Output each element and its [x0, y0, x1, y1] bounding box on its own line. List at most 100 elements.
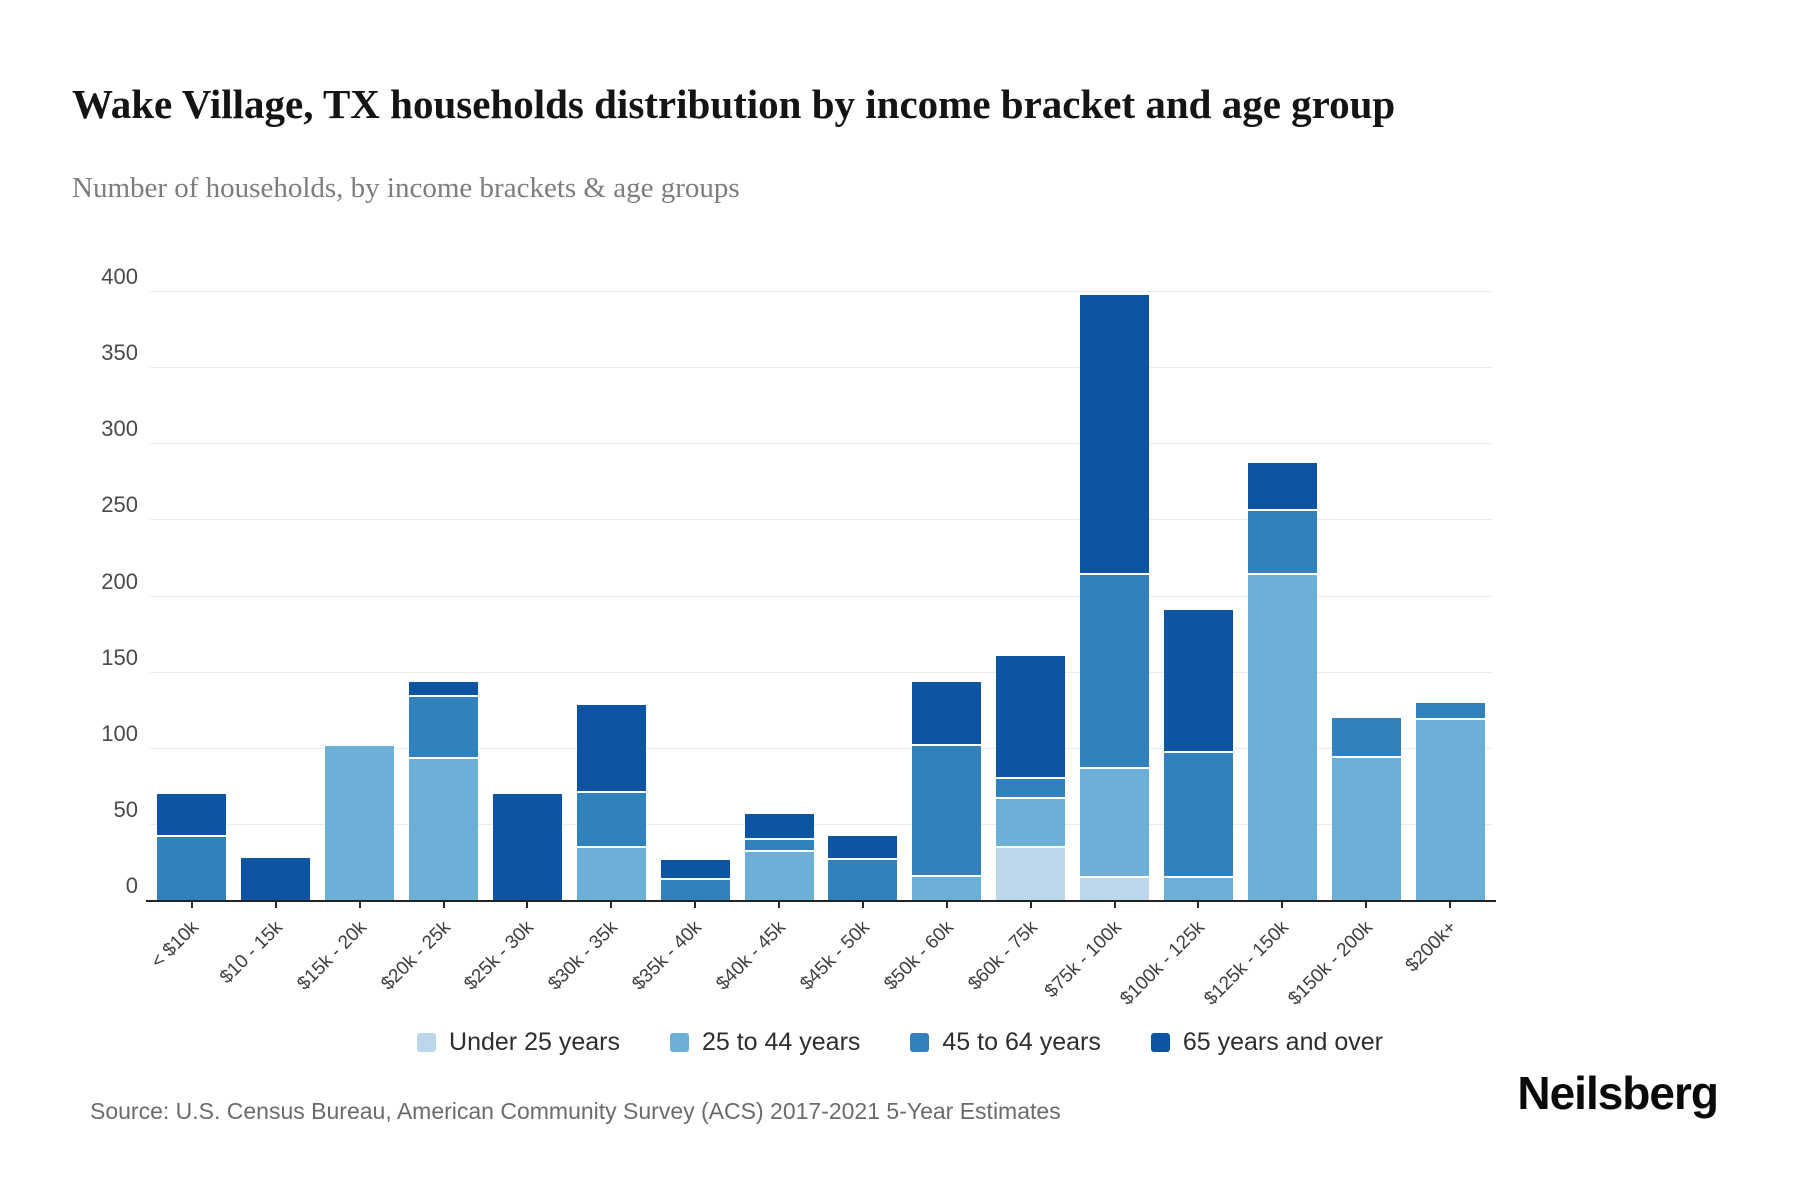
bar-segment[interactable]: [912, 876, 982, 901]
legend-swatch: [417, 1033, 437, 1052]
bar-segment[interactable]: [1247, 575, 1317, 901]
bar-segment[interactable]: [996, 779, 1066, 799]
bar-segment[interactable]: [996, 799, 1066, 848]
bar-segment[interactable]: [492, 794, 562, 901]
bar-segment[interactable]: [744, 852, 814, 901]
x-axis-tick: [442, 902, 445, 908]
bar-segment[interactable]: [1163, 753, 1233, 879]
gridline: [150, 291, 1492, 292]
legend-item-under-25-years[interactable]: Under 25 years: [417, 1028, 620, 1057]
y-axis-tick-label: 50: [113, 796, 138, 822]
neilsberg-logo: Neilsberg: [1517, 1067, 1719, 1119]
x-axis-tick: [1029, 902, 1032, 908]
legend-label: 65 years and over: [1182, 1028, 1383, 1056]
legend-label: 45 to 64 years: [942, 1028, 1101, 1056]
bar-segment[interactable]: [576, 704, 646, 793]
bar-segment[interactable]: [576, 847, 646, 901]
bar-segment[interactable]: [1080, 878, 1150, 901]
bar-segment[interactable]: [1247, 511, 1317, 576]
y-axis-tick-label: 0: [125, 873, 138, 898]
legend-swatch: [910, 1033, 930, 1052]
bar-$30k - 35k: [576, 704, 646, 901]
legend-swatch: [669, 1033, 689, 1052]
x-axis-tick: [1113, 902, 1116, 908]
bar-segment[interactable]: [1080, 768, 1150, 879]
y-axis-tick-label: 400: [101, 264, 138, 289]
bar-segment[interactable]: [157, 794, 227, 838]
chart-title: Wake Village, TX households distribution…: [72, 81, 1396, 128]
bar-segment[interactable]: [744, 840, 814, 853]
legend-item-45-to-64-years[interactable]: 45 to 64 years: [910, 1028, 1101, 1057]
bar-$75k - 100k: [1080, 295, 1150, 901]
gridline: [150, 367, 1492, 369]
y-axis-tick-label: 100: [101, 720, 138, 746]
bar-segment[interactable]: [1163, 878, 1233, 901]
bar-segment[interactable]: [744, 814, 814, 841]
x-axis-tick: [861, 902, 864, 908]
bar-segment[interactable]: [1331, 757, 1401, 901]
bar-segment[interactable]: [325, 745, 395, 901]
x-axis-tick: [1449, 902, 1452, 908]
bar-$25k - 30k: [492, 794, 562, 901]
bar-$15k - 20k: [325, 745, 395, 901]
bar-segment[interactable]: [828, 835, 898, 860]
bar-segment[interactable]: [576, 792, 646, 848]
bar-$150k - 200k: [1331, 718, 1401, 901]
bar-segment[interactable]: [1163, 610, 1233, 754]
bar-segment[interactable]: [409, 681, 479, 697]
x-axis-tick: [526, 902, 529, 908]
bar-segment[interactable]: [409, 759, 479, 901]
bar-segment[interactable]: [1247, 462, 1317, 512]
y-axis-tick-label: 200: [101, 568, 138, 594]
bar-$45k - 50k: [828, 835, 898, 901]
bar-segment[interactable]: [660, 859, 730, 880]
x-axis-line: [146, 900, 1496, 902]
plot-area: 0 50 100 150 200 250 300 350 400 < $10k $10 - 15k $…: [101, 264, 1496, 1010]
source-text: Source: U.S. Census Bureau, American Com…: [90, 1098, 1061, 1124]
gridline: [150, 443, 1492, 445]
bar-segment[interactable]: [1331, 718, 1401, 758]
legend-item-65-years-and-over[interactable]: 65 years and over: [1150, 1028, 1383, 1057]
x-axis-tick: [190, 902, 193, 908]
y-axis-tick-label: 300: [101, 416, 138, 442]
chart-subtitle: Number of households, by income brackets…: [72, 172, 740, 204]
x-axis-tick: [610, 902, 613, 908]
bar-segment[interactable]: [241, 858, 311, 901]
bar-segment[interactable]: [912, 745, 982, 877]
gridline: [150, 595, 1492, 597]
x-axis-tick: [1281, 902, 1284, 908]
x-axis-tick: [1197, 902, 1200, 908]
bar-$35k - 40k: [660, 859, 730, 901]
bar-$60k - 75k: [996, 655, 1066, 901]
y-axis-tick-label: 250: [101, 492, 138, 518]
x-axis-tick: [945, 902, 948, 908]
legend-item-25-to-44-years[interactable]: 25 to 44 years: [669, 1028, 861, 1057]
bar-$50k - 60k: [912, 681, 982, 901]
bar-segment[interactable]: [1080, 295, 1150, 576]
bar-segment[interactable]: [409, 697, 479, 760]
bar-$10 - 15k: [241, 858, 311, 901]
bar-segment[interactable]: [1415, 719, 1485, 901]
bar-segment[interactable]: [912, 681, 982, 746]
y-axis-tick-label: 350: [101, 340, 138, 366]
bar-segment[interactable]: [1080, 575, 1150, 769]
bar-$20k - 25k: [409, 681, 479, 901]
gridline: [150, 747, 1492, 749]
bar-segment[interactable]: [660, 879, 730, 901]
bar-segment[interactable]: [1415, 703, 1485, 720]
x-axis-tick: [274, 902, 277, 908]
bar-$125k - 150k: [1247, 462, 1317, 901]
y-axis-tick-label: 150: [101, 644, 138, 670]
bar-segment[interactable]: [157, 837, 227, 901]
legend-swatch: [1150, 1033, 1170, 1052]
bar-segment[interactable]: [996, 655, 1066, 780]
x-axis-tick: [1365, 902, 1368, 908]
legend: Under 25 years 25 to 44 years 45 to 64 yea…: [0, 1028, 1800, 1057]
bar-segment[interactable]: [828, 859, 898, 901]
gridline: [150, 671, 1492, 673]
x-axis-tick: [694, 902, 697, 908]
bar-$100k - 125k: [1163, 610, 1233, 901]
bar-$200k+: [1415, 703, 1485, 901]
legend-label: 25 to 44 years: [701, 1028, 861, 1056]
bar-segment[interactable]: [996, 847, 1066, 901]
